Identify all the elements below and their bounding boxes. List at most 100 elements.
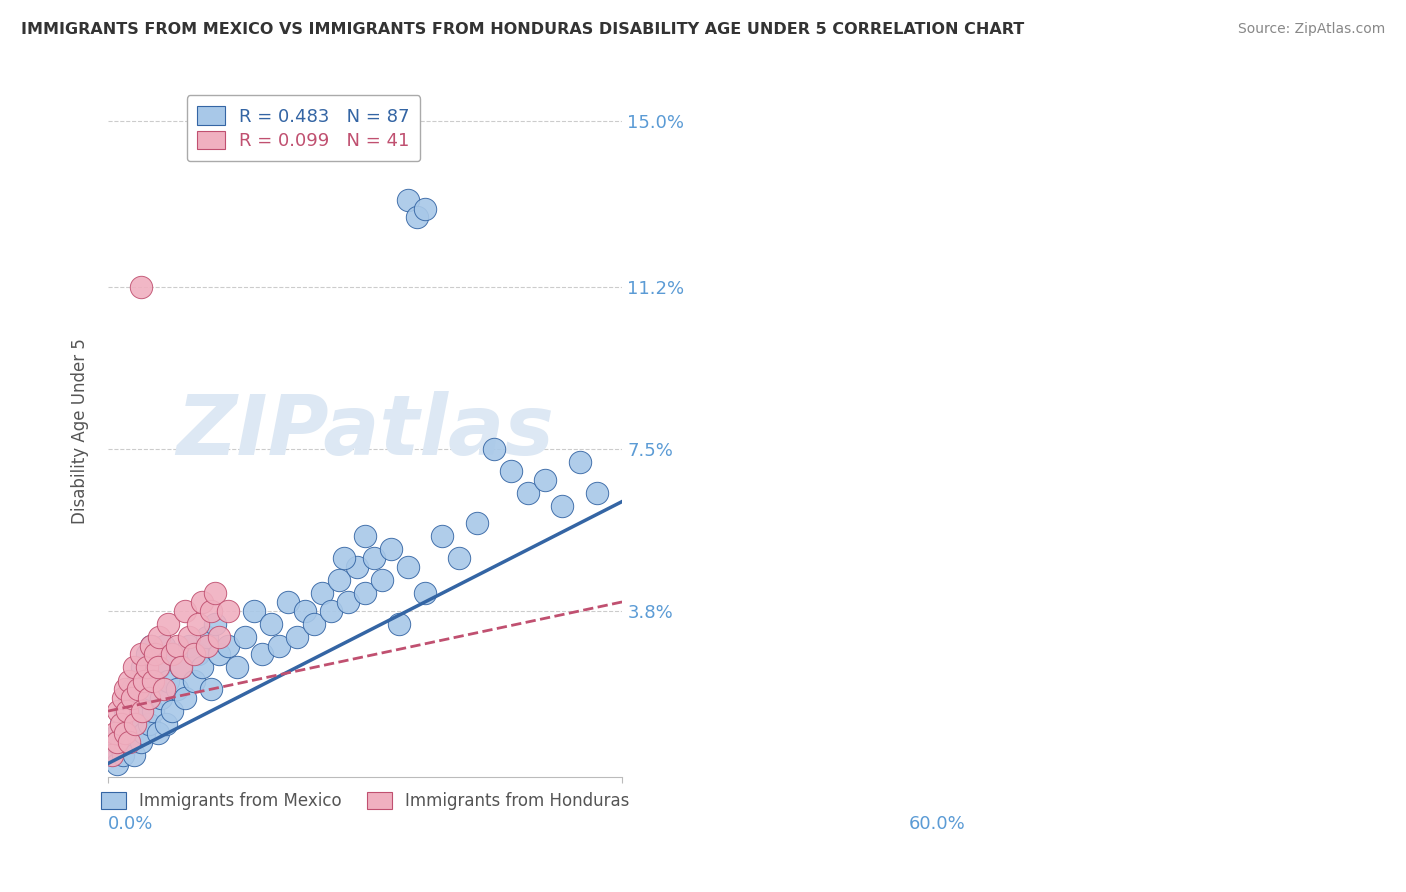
Point — [162, 648, 184, 662]
Point — [148, 660, 170, 674]
Point — [101, 747, 124, 762]
Point — [139, 639, 162, 653]
Point — [131, 704, 153, 718]
Point — [138, 690, 160, 705]
Point — [354, 586, 377, 600]
Point — [131, 704, 153, 718]
Point — [156, 616, 179, 631]
Point — [124, 690, 146, 705]
Point — [146, 660, 169, 674]
Point — [187, 648, 209, 662]
Point — [110, 717, 132, 731]
Point — [124, 717, 146, 731]
Point — [115, 726, 138, 740]
Point — [277, 595, 299, 609]
Point — [363, 551, 385, 566]
Point — [195, 639, 218, 653]
Point — [191, 660, 214, 674]
Text: ZIPatlas: ZIPatlas — [176, 391, 554, 472]
Point — [405, 211, 427, 225]
Point — [127, 717, 149, 731]
Text: 60.0%: 60.0% — [908, 814, 966, 832]
Point — [311, 586, 333, 600]
Point — [135, 690, 157, 705]
Point — [179, 630, 201, 644]
Point — [121, 734, 143, 748]
Text: Source: ZipAtlas.com: Source: ZipAtlas.com — [1237, 22, 1385, 37]
Point — [132, 673, 155, 688]
Point — [107, 704, 129, 718]
Point — [121, 690, 143, 705]
Point — [148, 630, 170, 644]
Point — [396, 560, 419, 574]
Point — [200, 604, 222, 618]
Point — [132, 726, 155, 740]
Point — [413, 586, 436, 600]
Point — [337, 595, 360, 609]
Point — [242, 604, 264, 618]
Point — [170, 660, 193, 674]
Point — [233, 630, 256, 644]
Point — [104, 726, 127, 740]
Point — [174, 690, 197, 705]
Point — [131, 660, 153, 674]
Point — [143, 673, 166, 688]
Point — [114, 726, 136, 740]
Point — [346, 560, 368, 574]
Legend: Immigrants from Mexico, Immigrants from Honduras: Immigrants from Mexico, Immigrants from … — [94, 785, 636, 816]
Point — [371, 573, 394, 587]
Point — [142, 673, 165, 688]
Point — [174, 604, 197, 618]
Point — [118, 673, 141, 688]
Point — [101, 747, 124, 762]
Point — [191, 595, 214, 609]
Point — [118, 734, 141, 748]
Point — [396, 193, 419, 207]
Point — [107, 726, 129, 740]
Point — [585, 485, 607, 500]
Point — [568, 455, 591, 469]
Point — [208, 648, 231, 662]
Point — [260, 616, 283, 631]
Point — [115, 704, 138, 718]
Point — [187, 616, 209, 631]
Point — [112, 690, 135, 705]
Point — [183, 673, 205, 688]
Point — [114, 734, 136, 748]
Point — [143, 648, 166, 662]
Text: 0.0%: 0.0% — [108, 814, 153, 832]
Point — [110, 717, 132, 731]
Point — [166, 639, 188, 653]
Point — [122, 660, 145, 674]
Point — [328, 573, 350, 587]
Point — [204, 616, 226, 631]
Point — [129, 734, 152, 748]
Point — [118, 717, 141, 731]
Point — [162, 648, 184, 662]
Point — [170, 660, 193, 674]
Point — [139, 682, 162, 697]
Point — [105, 734, 128, 748]
Y-axis label: Disability Age Under 5: Disability Age Under 5 — [72, 339, 89, 524]
Point — [122, 704, 145, 718]
Point — [114, 704, 136, 718]
Point — [179, 639, 201, 653]
Point — [252, 648, 274, 662]
Point — [118, 690, 141, 705]
Point — [127, 682, 149, 697]
Point — [135, 660, 157, 674]
Point — [294, 604, 316, 618]
Point — [319, 604, 342, 618]
Point — [129, 280, 152, 294]
Point — [332, 551, 354, 566]
Point — [217, 639, 239, 653]
Point — [482, 442, 505, 456]
Point — [183, 648, 205, 662]
Point — [162, 704, 184, 718]
Point — [156, 673, 179, 688]
Point — [388, 616, 411, 631]
Point — [135, 648, 157, 662]
Point — [150, 690, 173, 705]
Point — [208, 630, 231, 644]
Point — [142, 704, 165, 718]
